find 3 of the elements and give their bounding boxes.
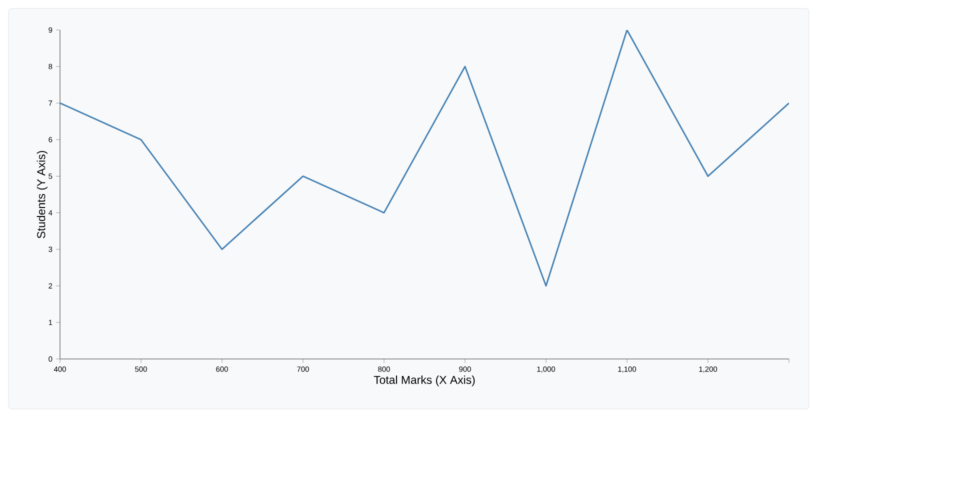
line-series xyxy=(60,30,790,287)
x-axis-title: Total Marks (X Axis) xyxy=(374,376,475,386)
y-axis-title: Students (Y Axis) xyxy=(36,150,48,238)
